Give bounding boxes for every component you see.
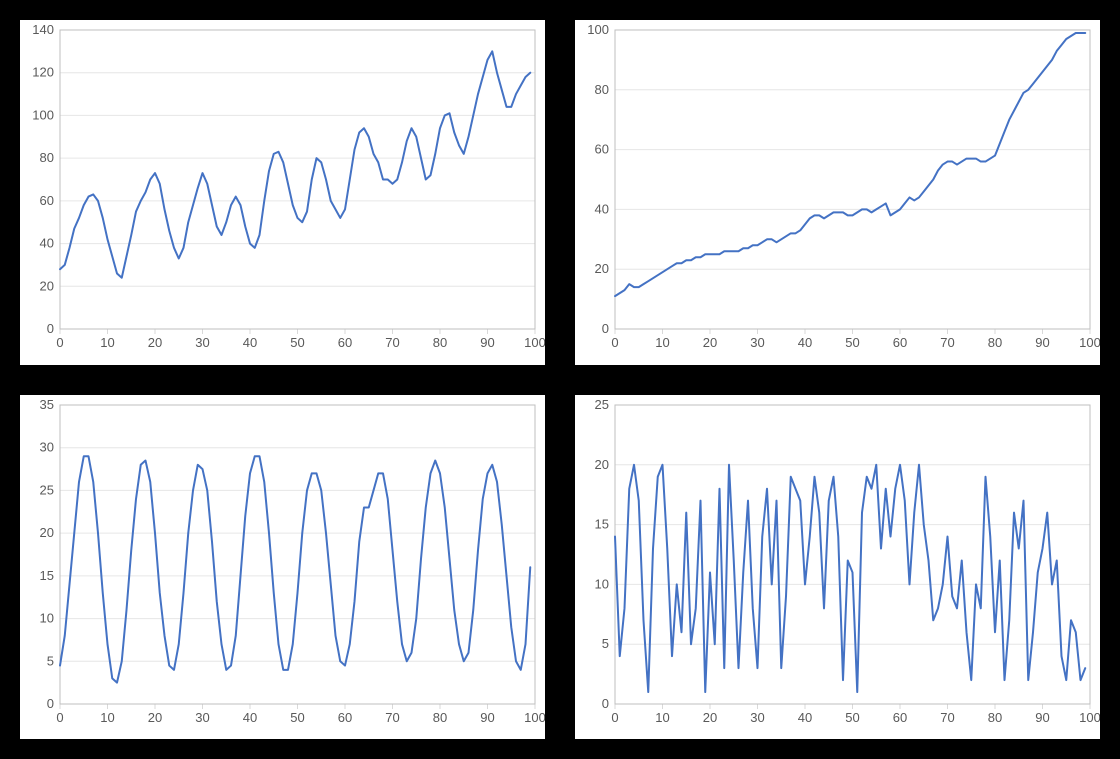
- svg-text:70: 70: [940, 335, 954, 350]
- panel-top-left: 0 20 40 60 80 100 120 140 0 10 20 30 40 50 60 70 80 90 100: [20, 20, 545, 365]
- svg-text:15: 15: [595, 516, 609, 531]
- svg-text:50: 50: [845, 710, 859, 725]
- svg-text:20: 20: [595, 456, 609, 471]
- svg-text:0: 0: [47, 696, 54, 711]
- svg-text:40: 40: [40, 236, 54, 251]
- svg-text:60: 60: [595, 142, 609, 157]
- svg-text:0: 0: [56, 710, 63, 725]
- svg-text:30: 30: [40, 439, 54, 454]
- svg-text:80: 80: [595, 82, 609, 97]
- svg-text:10: 10: [40, 610, 54, 625]
- svg-text:100: 100: [524, 710, 545, 725]
- svg-text:100: 100: [1079, 710, 1100, 725]
- svg-text:5: 5: [602, 636, 609, 651]
- svg-text:30: 30: [195, 710, 209, 725]
- svg-text:40: 40: [595, 201, 609, 216]
- svg-text:0: 0: [56, 335, 63, 350]
- svg-text:40: 40: [243, 335, 257, 350]
- svg-text:80: 80: [40, 150, 54, 165]
- svg-text:90: 90: [480, 710, 494, 725]
- svg-text:60: 60: [893, 335, 907, 350]
- svg-text:40: 40: [243, 710, 257, 725]
- svg-text:25: 25: [40, 482, 54, 497]
- panel-bottom-right: 0 5 10 15 20 25 0 10 20 30 40 50 60 70 80 90 100: [575, 395, 1100, 740]
- svg-text:30: 30: [750, 710, 764, 725]
- svg-text:80: 80: [988, 335, 1002, 350]
- svg-text:70: 70: [385, 335, 399, 350]
- svg-text:0: 0: [611, 335, 618, 350]
- svg-text:10: 10: [655, 710, 669, 725]
- panel-bottom-left: 0 5 10 15 20 25 30 35 0 10 20 30 40 50 60 70 80 90 100: [20, 395, 545, 740]
- svg-text:20: 20: [148, 710, 162, 725]
- svg-text:60: 60: [40, 193, 54, 208]
- svg-text:80: 80: [988, 710, 1002, 725]
- svg-text:20: 20: [40, 278, 54, 293]
- svg-text:35: 35: [40, 397, 54, 412]
- svg-text:0: 0: [47, 321, 54, 336]
- svg-text:20: 20: [40, 525, 54, 540]
- svg-text:100: 100: [587, 22, 609, 37]
- svg-text:140: 140: [32, 22, 54, 37]
- svg-text:15: 15: [40, 567, 54, 582]
- svg-text:40: 40: [798, 335, 812, 350]
- svg-text:60: 60: [338, 710, 352, 725]
- svg-text:100: 100: [32, 107, 54, 122]
- svg-text:30: 30: [195, 335, 209, 350]
- svg-text:10: 10: [655, 335, 669, 350]
- svg-text:120: 120: [32, 65, 54, 80]
- panel-top-right: 0 20 40 60 80 100 0 10 20 30 40 50 60 70 80 90 100: [575, 20, 1100, 365]
- svg-text:100: 100: [1079, 335, 1100, 350]
- svg-text:10: 10: [100, 335, 114, 350]
- svg-text:0: 0: [602, 321, 609, 336]
- svg-text:50: 50: [845, 335, 859, 350]
- svg-text:50: 50: [290, 710, 304, 725]
- svg-text:80: 80: [433, 710, 447, 725]
- chart-top-left: 0 20 40 60 80 100 120 140 0 10 20 30 40 50 60 70 80 90 100: [20, 20, 545, 359]
- svg-text:20: 20: [595, 261, 609, 276]
- chart-bottom-left: 0 5 10 15 20 25 30 35 0 10 20 30 40 50 60 70 80 90 100: [20, 395, 545, 734]
- svg-text:0: 0: [602, 696, 609, 711]
- svg-text:70: 70: [940, 710, 954, 725]
- svg-text:25: 25: [595, 397, 609, 412]
- svg-text:60: 60: [893, 710, 907, 725]
- svg-text:20: 20: [148, 335, 162, 350]
- svg-text:90: 90: [1035, 710, 1049, 725]
- svg-text:5: 5: [47, 653, 54, 668]
- svg-text:20: 20: [703, 710, 717, 725]
- svg-text:30: 30: [750, 335, 764, 350]
- chart-bottom-right: 0 5 10 15 20 25 0 10 20 30 40 50 60 70 80 90 100: [575, 395, 1100, 734]
- chart-grid: 0204060801001201400102030405060708090100…: [0, 0, 1120, 759]
- svg-text:90: 90: [480, 335, 494, 350]
- svg-text:10: 10: [595, 576, 609, 591]
- svg-text:50: 50: [290, 335, 304, 350]
- svg-text:100: 100: [524, 335, 545, 350]
- chart-top-right: 0 20 40 60 80 100 0 10 20 30 40 50 60 70 80 90 100: [575, 20, 1100, 359]
- svg-text:20: 20: [703, 335, 717, 350]
- svg-text:10: 10: [100, 710, 114, 725]
- svg-text:0: 0: [611, 710, 618, 725]
- svg-text:40: 40: [798, 710, 812, 725]
- svg-text:90: 90: [1035, 335, 1049, 350]
- svg-text:60: 60: [338, 335, 352, 350]
- svg-text:80: 80: [433, 335, 447, 350]
- svg-text:70: 70: [385, 710, 399, 725]
